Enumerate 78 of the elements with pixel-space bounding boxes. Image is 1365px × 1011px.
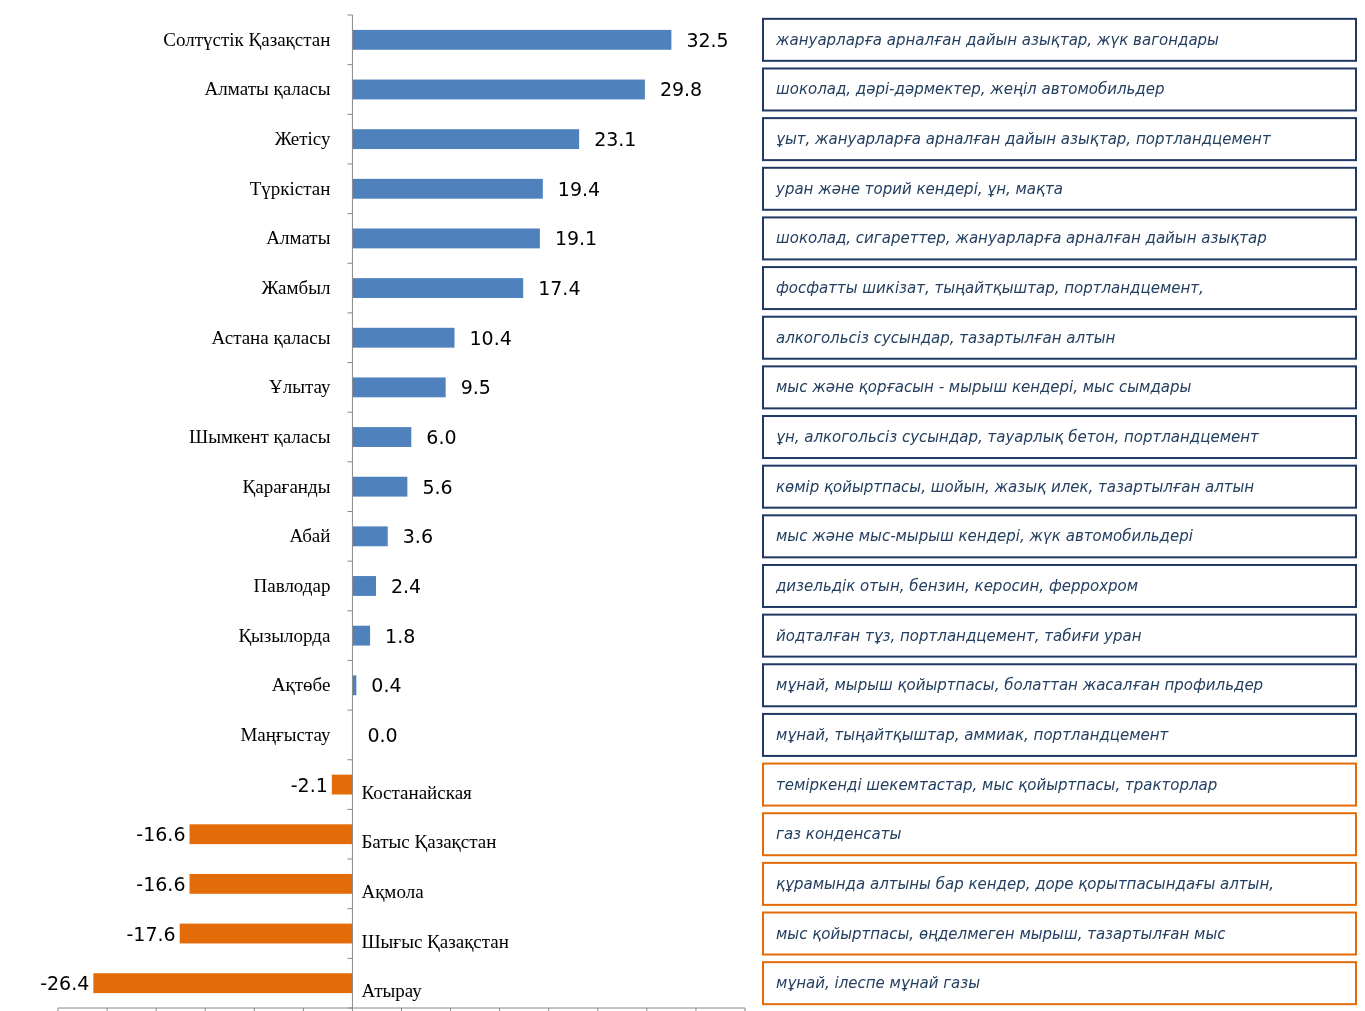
data-label: -26.4 xyxy=(40,972,90,995)
bar xyxy=(93,973,353,994)
data-label: 3.6 xyxy=(402,525,433,548)
bar xyxy=(352,377,446,398)
y-tick-label: Ақмола xyxy=(361,880,425,902)
data-label: 5.6 xyxy=(422,475,453,498)
y-tick-label: Жамбыл xyxy=(261,277,331,299)
text: мыс және қорғасын - мырыш кендері, мыс сымдары xyxy=(776,378,1192,397)
data-label: 9.5 xyxy=(460,376,491,399)
text: йодталған тұз, портландцемент, табиғи уран xyxy=(776,626,1142,645)
text: көмір қойыртпасы, шойын, жазық илек, тазартылған алтын xyxy=(776,477,1255,496)
bar xyxy=(352,427,412,447)
y-tick-label: Қарағанды xyxy=(242,475,331,497)
y-tick-label: Солтүстік Қазақстан xyxy=(163,28,331,50)
bar xyxy=(352,129,580,150)
data-label: 29.8 xyxy=(659,78,703,101)
data-label: -16.6 xyxy=(136,872,186,895)
y-tick-label: Шымкент қаласы xyxy=(189,426,331,448)
bar xyxy=(352,576,376,596)
data-label: -16.6 xyxy=(136,823,186,846)
y-tick-label: Ұлытау xyxy=(268,376,331,398)
text: алкогольсіз сусындар, тазартылған алтын xyxy=(776,328,1116,347)
bar xyxy=(331,774,353,795)
y-tick-label: Ақтөбе xyxy=(271,674,331,696)
y-tick-label: Астана қаласы xyxy=(211,326,331,348)
y-tick-label: Түркістан xyxy=(249,177,331,199)
y-tick-label: Батыс Қазақстан xyxy=(361,831,497,853)
text: құрамында алтыны бар кендер, доре қорытпасындағы алтын, xyxy=(776,874,1274,893)
text: ұыт, жануарларға арналған дайын азықтар, портландцемент xyxy=(776,130,1272,149)
data-label: -17.6 xyxy=(126,922,176,945)
y-tick-label: Алматы қаласы xyxy=(204,78,331,100)
data-label: 0.4 xyxy=(371,674,402,697)
text: мұнай, ілеспе мұнай газы xyxy=(776,974,981,993)
bar xyxy=(352,526,388,547)
data-label: 10.4 xyxy=(469,326,512,349)
data-label: 2.4 xyxy=(390,574,422,597)
text: мұнай, тыңайтқыштар, аммиак, портландцемент xyxy=(776,725,1170,744)
data-label: 23.1 xyxy=(594,128,637,151)
text: мұнай, мырыш қойыртпасы, болаттан жасалған профильдер xyxy=(776,676,1264,695)
data-label: -2.1 xyxy=(290,773,328,796)
text: жануарларға арналған дайын азықтар, жүк вагондары xyxy=(775,30,1220,49)
bar xyxy=(352,228,540,249)
text: фосфатты шикізат, тыңайтқыштар, портландцемент, xyxy=(776,279,1204,298)
y-tick-label: Шығыс Қазақстан xyxy=(361,930,509,952)
bar xyxy=(189,824,353,845)
data-label: 1.8 xyxy=(385,624,416,647)
text: уран және торий кендері, ұн, мақта xyxy=(775,179,1064,198)
y-tick-label: Павлодар xyxy=(253,574,331,596)
y-tick-label: Абай xyxy=(289,525,331,547)
data-label: 19.4 xyxy=(557,177,601,200)
data-label: 17.4 xyxy=(538,277,581,300)
bar xyxy=(352,79,645,100)
text: мыс қойыртпасы, өңделмеген мырыш, тазартылған мыс xyxy=(776,924,1227,943)
text: шоколад, дәрі-дәрмектер, жеңіл автомобильдер xyxy=(776,80,1165,99)
y-tick-label: Костанайская xyxy=(361,781,473,803)
bar xyxy=(352,476,408,497)
bar xyxy=(189,873,353,894)
text: теміркенді шекемтастар, мыс қойыртпасы, тракторлар xyxy=(776,775,1218,794)
bar xyxy=(352,327,455,348)
bar xyxy=(352,29,672,50)
data-label: 6.0 xyxy=(426,426,457,449)
y-tick-label: Атырау xyxy=(361,980,423,1002)
bar xyxy=(179,923,353,944)
text: дизельдік отын, бензин, керосин, феррохром xyxy=(775,576,1139,595)
y-tick-label: Маңғыстау xyxy=(240,723,331,745)
data-label: 19.1 xyxy=(554,227,598,250)
text: мыс және мыс-мырыш кендері, жүк автомобильдері xyxy=(776,527,1194,546)
y-tick-label: Алматы xyxy=(266,227,331,249)
text: шоколад, сигареттер, жануарларға арналған дайын азықтар xyxy=(776,229,1267,248)
bar xyxy=(352,278,524,299)
bar xyxy=(352,625,371,646)
text: ұн, алкогольсіз сусындар, тауарлық бетон, портландцемент xyxy=(776,428,1261,447)
bar xyxy=(352,178,543,199)
text: газ конденсаты xyxy=(776,825,902,844)
data-label: 32.5 xyxy=(686,28,729,51)
y-tick-label: Жетісу xyxy=(274,128,331,150)
y-tick-label: Қызылорда xyxy=(238,624,331,646)
data-label: 0.0 xyxy=(367,723,398,746)
